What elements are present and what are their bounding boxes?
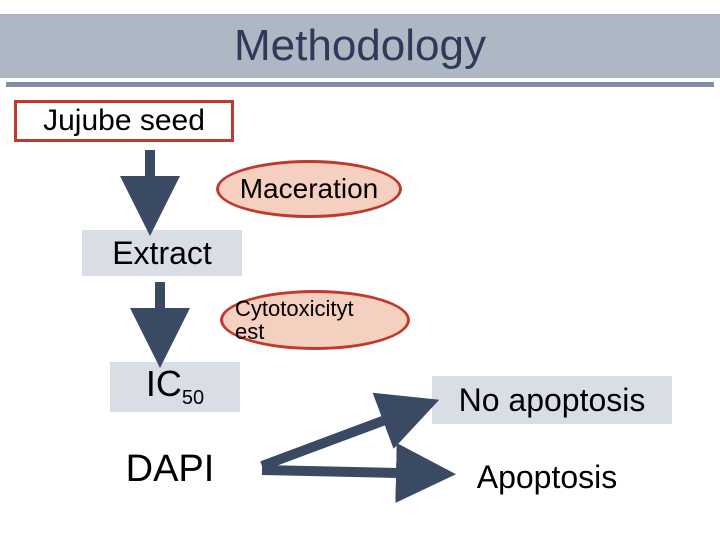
- node-dapi: DAPI: [100, 444, 240, 494]
- node-label: Jujube seed: [43, 104, 205, 138]
- node-apoptosis: Apoptosis: [452, 454, 642, 500]
- node-label: Apoptosis: [477, 459, 618, 496]
- title-band: Methodology: [0, 14, 720, 78]
- node-no-apoptosis: No apoptosis: [432, 376, 672, 424]
- node-label: IC50: [146, 363, 204, 410]
- node-maceration: Maceration: [216, 160, 402, 218]
- arrow: [262, 404, 428, 466]
- node-label: Maceration: [240, 173, 379, 205]
- page-title: Methodology: [234, 21, 486, 71]
- node-label: No apoptosis: [459, 382, 646, 419]
- node-cytotoxicity: Cytotoxicityt est: [220, 290, 410, 350]
- node-jujube-seed: Jujube seed: [14, 100, 234, 142]
- node-extract: Extract: [82, 230, 242, 276]
- arrow: [262, 470, 444, 474]
- node-label: Cytotoxicityt est: [223, 297, 407, 343]
- node-ic50: IC50: [110, 362, 240, 412]
- node-label: DAPI: [126, 448, 215, 491]
- node-label: Extract: [112, 235, 212, 272]
- title-underline: [6, 82, 714, 87]
